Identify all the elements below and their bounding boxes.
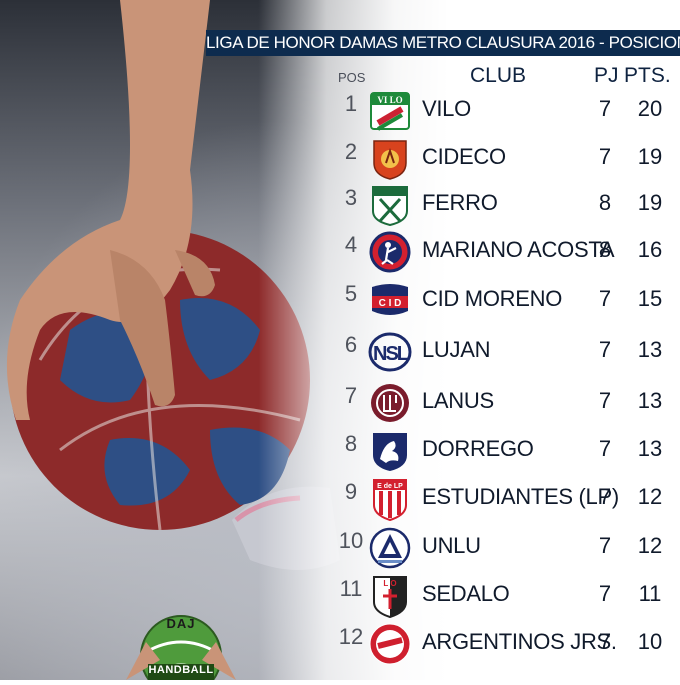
row-pj: 7: [598, 388, 612, 413]
row-pj: 8: [598, 190, 612, 215]
row-club: MARIANO ACOSTA: [422, 237, 615, 262]
cideco-crest-icon: [373, 140, 407, 180]
row-pts: 10: [637, 629, 663, 654]
row-pj: 7: [598, 286, 612, 311]
row-pos: 6: [344, 332, 358, 357]
row-pos: 5: [344, 281, 358, 306]
row-pj: 7: [598, 581, 612, 606]
row-pos: 10: [338, 528, 364, 553]
row-pts: 13: [637, 436, 663, 461]
row-pts: 19: [637, 190, 663, 215]
row-pos: 7: [344, 383, 358, 408]
sedalo-crest-text: L O: [383, 579, 396, 588]
row-pj: 7: [598, 436, 612, 461]
row-pts: 13: [637, 388, 663, 413]
row-pj: 7: [598, 533, 612, 558]
vilo-crest-text: VI LO: [377, 95, 402, 105]
logo-text-handball: HANDBALL: [148, 664, 214, 676]
row-club: UNLU: [422, 533, 481, 558]
lanus-crest-icon: [371, 384, 409, 422]
table-row: 9 E de LP ESTUDIANTES (LP) 7 12: [0, 477, 680, 521]
row-pts: 16: [637, 237, 663, 262]
row-pts: 12: [637, 533, 663, 558]
lujan-crest-text: NSL: [373, 343, 409, 365]
row-pos: 12: [338, 624, 364, 649]
row-pts: 19: [637, 144, 663, 169]
estudiantes-crest-text: E de LP: [377, 483, 403, 490]
daj-handball-logo-icon: DAJ HANDBALL: [126, 612, 236, 685]
row-pos: 4: [344, 232, 358, 257]
page-title: LIGA DE HONOR DAMAS METRO CLAUSURA 2016 …: [206, 30, 680, 56]
logo-text-daj: DAJ: [166, 616, 196, 631]
row-club: VILO: [422, 96, 471, 121]
row-pts: 20: [637, 96, 663, 121]
row-club: DORREGO: [422, 436, 534, 461]
table-row: 6 NSL LUJAN 7 13: [0, 330, 680, 374]
table-row: 7 LANUS 7 13: [0, 381, 680, 425]
header-pos: POS: [338, 70, 366, 85]
row-club: LANUS: [422, 388, 494, 413]
row-pos: 11: [339, 576, 363, 601]
table-row: 12 ARGENTINOS JRS. 7 10: [0, 622, 680, 666]
row-pts: 15: [637, 286, 663, 311]
row-pj: 7: [598, 96, 612, 121]
row-pj: 8: [598, 237, 612, 262]
row-pos: 8: [344, 431, 358, 456]
table-row: 3 FERRO 8 19: [0, 183, 680, 227]
cid-moreno-crest-text: C I D: [379, 298, 402, 309]
estudiantes-crest-icon: E de LP: [373, 479, 407, 521]
row-pj: 7: [598, 629, 612, 654]
unlu-crest-icon: [369, 527, 411, 569]
ferro-crest-icon: [372, 186, 408, 227]
row-club: CID MORENO: [422, 286, 563, 311]
row-club: ESTUDIANTES (LP): [422, 484, 619, 509]
lujan-crest-icon: NSL: [368, 332, 412, 372]
row-pos: 1: [344, 91, 358, 116]
table-row: 5 C I D CID MORENO 7 15: [0, 279, 680, 323]
dorrego-crest-icon: [373, 433, 407, 471]
sedalo-crest-icon: L O: [373, 576, 407, 618]
argentinos-jrs-crest-icon: [369, 623, 411, 665]
table-row: 10 UNLU 7 12: [0, 526, 680, 570]
table-row: 11 L O SEDALO 7 11: [0, 574, 680, 618]
row-club: LUJAN: [422, 337, 491, 362]
table-row: 8 DORREGO 7 13: [0, 429, 680, 473]
row-pts: 12: [637, 484, 663, 509]
cid-moreno-crest-icon: C I D: [372, 284, 408, 315]
row-pts: 13: [637, 337, 663, 362]
row-pts: 11: [638, 581, 662, 606]
vilo-crest-icon: VI LO: [370, 92, 410, 131]
row-pos: 2: [344, 139, 358, 164]
table-row: 4 MARIANO ACOSTA 8 16: [0, 230, 680, 274]
logo-graphic: [126, 615, 236, 685]
row-club: ARGENTINOS JRS.: [422, 629, 617, 654]
row-club: CIDECO: [422, 144, 506, 169]
row-pos: 9: [344, 479, 358, 504]
row-club: FERRO: [422, 190, 498, 215]
row-pos: 3: [344, 185, 358, 210]
mariano-acosta-crest-icon: [369, 231, 411, 273]
table-row: 2 CIDECO 7 19: [0, 137, 680, 181]
header-club: CLUB: [470, 64, 527, 87]
row-club: SEDALO: [422, 581, 510, 606]
header-pj: PJ: [594, 64, 619, 87]
row-pj: 7: [598, 337, 612, 362]
table-row: 1 VI LO VILO 7 20: [0, 89, 680, 133]
row-pj: 7: [598, 484, 612, 509]
row-pj: 7: [598, 144, 612, 169]
header-pts: PTS.: [624, 64, 671, 87]
